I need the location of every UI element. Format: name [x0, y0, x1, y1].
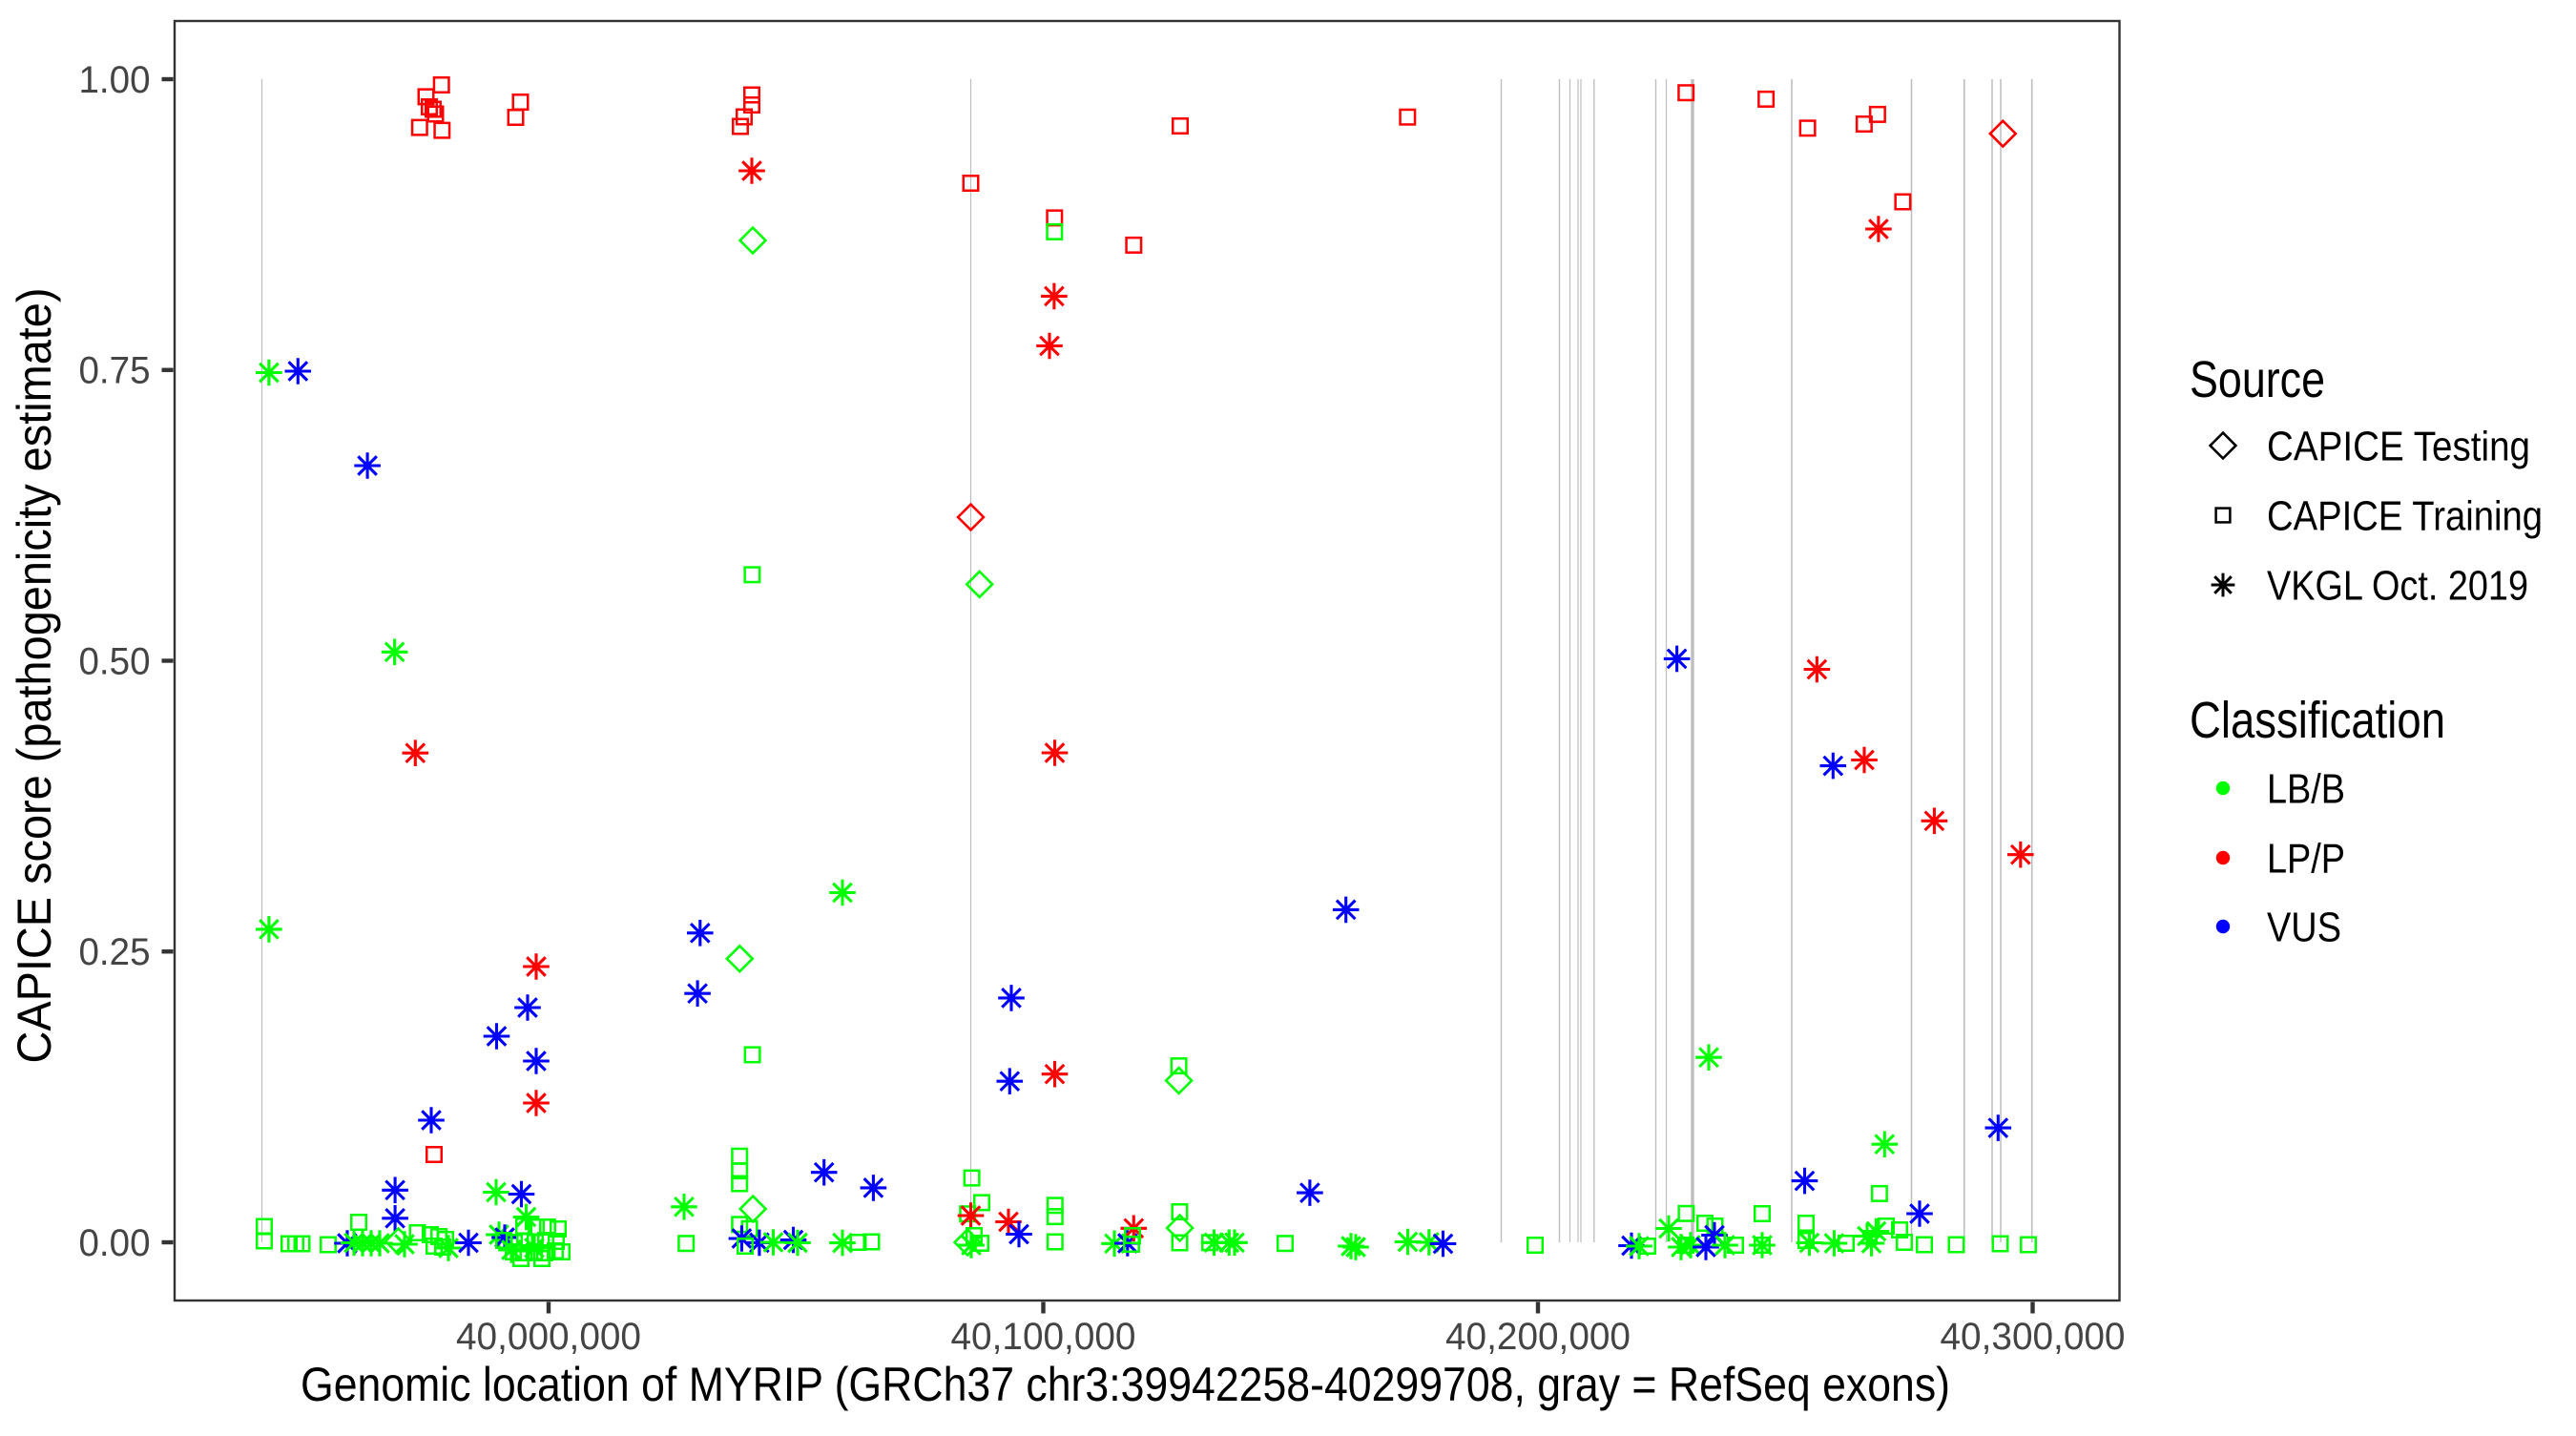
svg-text:0.25: 0.25 [79, 931, 151, 973]
svg-text:CAPICE Testing: CAPICE Testing [2267, 424, 2530, 470]
svg-text:40,300,000: 40,300,000 [1941, 1316, 2126, 1358]
svg-text:40,100,000: 40,100,000 [951, 1316, 1136, 1358]
svg-text:0.50: 0.50 [79, 640, 151, 682]
svg-text:LP/P: LP/P [2267, 836, 2345, 883]
svg-text:40,200,000: 40,200,000 [1445, 1316, 1631, 1358]
svg-text:40,000,000: 40,000,000 [456, 1316, 641, 1358]
svg-text:1.00: 1.00 [79, 59, 151, 101]
svg-text:Genomic location of MYRIP (GRC: Genomic location of MYRIP (GRCh37 chr3:3… [301, 1358, 1950, 1411]
svg-text:0.00: 0.00 [79, 1222, 151, 1264]
svg-text:VKGL Oct. 2019: VKGL Oct. 2019 [2267, 563, 2528, 610]
svg-text:LB/B: LB/B [2267, 766, 2345, 813]
svg-text:CAPICE score (pathogenicity es: CAPICE score (pathogenicity estimate) [8, 288, 61, 1064]
svg-text:Source: Source [2190, 351, 2325, 408]
svg-text:CAPICE Training: CAPICE Training [2267, 493, 2543, 540]
svg-text:Classification: Classification [2190, 692, 2445, 749]
svg-text:0.75: 0.75 [79, 350, 151, 392]
svg-text:VUS: VUS [2267, 905, 2341, 951]
